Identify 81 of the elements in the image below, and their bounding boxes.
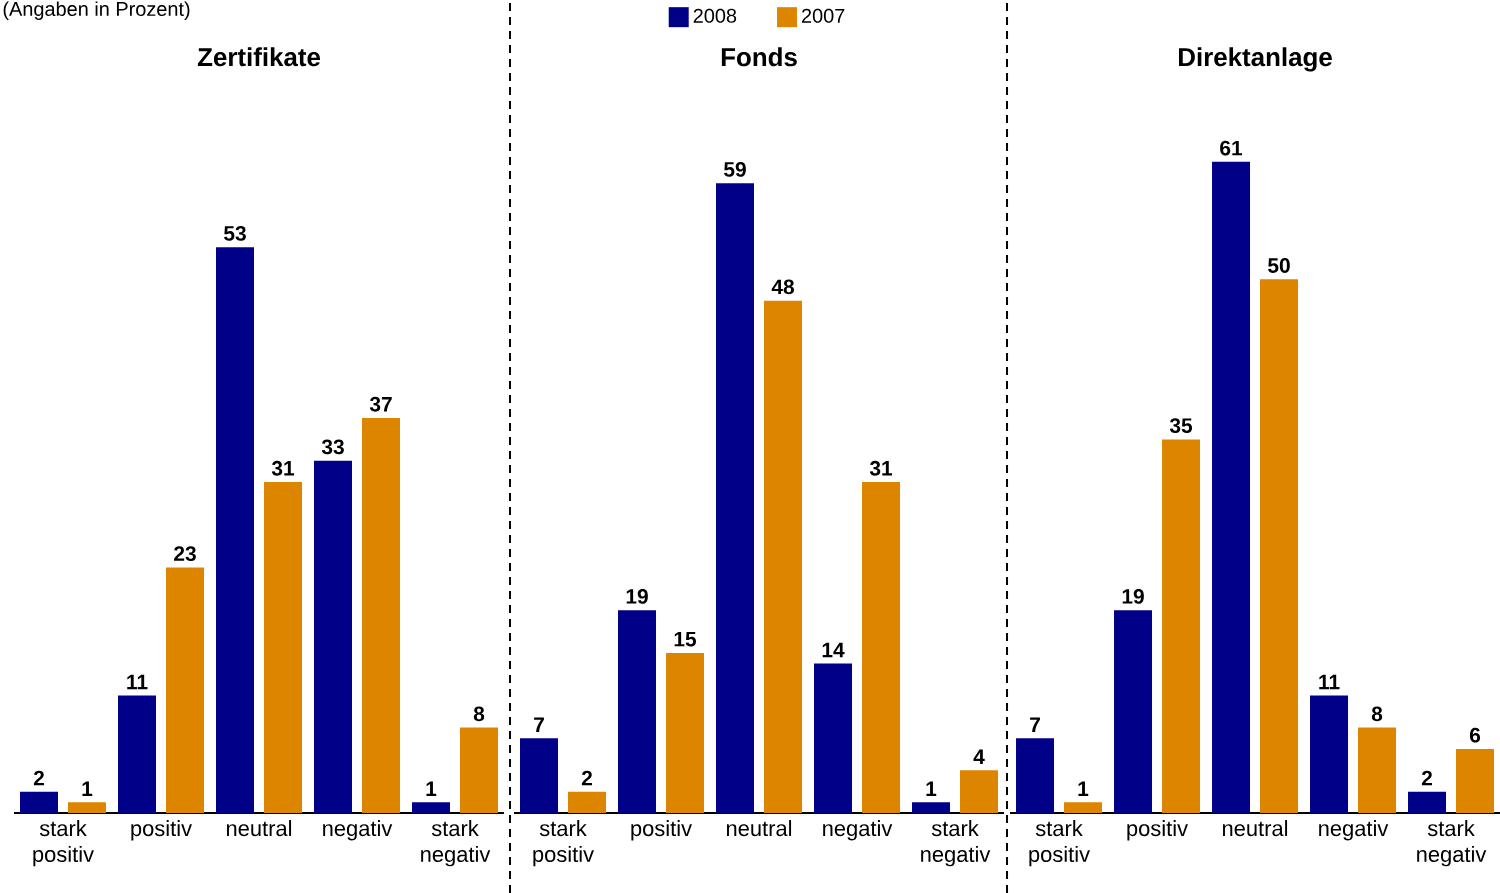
x-tick-label: positiv xyxy=(1127,820,1188,841)
x-tick-label: positiv xyxy=(131,820,192,841)
bar xyxy=(1064,802,1103,813)
bar xyxy=(520,738,559,813)
data-label: 15 xyxy=(674,631,697,647)
data-label: 33 xyxy=(321,439,344,455)
x-tick-label: neutral xyxy=(226,820,292,837)
data-label: 1 xyxy=(82,781,93,796)
legend-label: 2007 xyxy=(801,8,845,23)
bar xyxy=(862,482,901,813)
bar xyxy=(666,652,705,813)
bar xyxy=(764,300,803,813)
bar xyxy=(1310,695,1349,813)
bar xyxy=(1016,738,1055,813)
bar xyxy=(314,460,352,813)
bar xyxy=(1260,279,1299,813)
legend-label: 2008 xyxy=(693,8,737,23)
bar xyxy=(568,791,607,813)
data-label: 1 xyxy=(1078,781,1089,796)
bar xyxy=(20,791,58,813)
bar xyxy=(412,802,451,813)
bar xyxy=(1114,610,1153,813)
data-label: 4 xyxy=(973,749,985,764)
x-tick-label: negativ xyxy=(1319,820,1389,841)
data-label: 8 xyxy=(473,706,485,722)
x-tick-label: stark positiv xyxy=(533,820,594,867)
x-tick-label: negativ xyxy=(323,820,393,841)
data-label: 50 xyxy=(1268,258,1290,273)
x-tick-label: neutral xyxy=(726,820,792,837)
data-label: 7 xyxy=(534,717,544,732)
data-label: 14 xyxy=(822,642,845,658)
x-tick-label: stark positiv xyxy=(33,820,94,867)
bar xyxy=(1212,161,1251,813)
data-label: 1 xyxy=(926,781,937,796)
bar xyxy=(618,610,657,813)
x-tick-label: stark negativ xyxy=(421,820,491,867)
bar xyxy=(118,695,156,813)
bar xyxy=(166,567,204,813)
data-label: 1 xyxy=(426,781,437,796)
bar xyxy=(362,418,401,813)
data-label: 48 xyxy=(771,279,794,295)
data-label: 7 xyxy=(1030,717,1040,732)
data-label: 31 xyxy=(869,460,893,476)
bar xyxy=(68,802,106,813)
chart-title: Zertifikate xyxy=(197,47,321,67)
bar xyxy=(264,482,302,813)
data-label: 2 xyxy=(33,770,44,786)
data-label: 31 xyxy=(271,460,295,476)
x-tick-label: stark negativ xyxy=(921,820,991,867)
bar xyxy=(1162,439,1201,813)
data-label: 11 xyxy=(127,674,148,690)
data-label: 19 xyxy=(626,588,648,604)
bar xyxy=(216,247,254,813)
data-label: 53 xyxy=(224,226,246,241)
bar xyxy=(960,770,999,813)
data-label: 37 xyxy=(369,396,392,412)
x-tick-label: neutral xyxy=(1222,820,1288,837)
x-tick-label: negativ xyxy=(823,820,893,841)
data-label: 6 xyxy=(1469,727,1481,743)
data-label: 61 xyxy=(1220,140,1243,156)
bar xyxy=(1408,791,1447,813)
data-label: 2 xyxy=(581,770,592,786)
data-label: 8 xyxy=(1371,706,1383,722)
text: (Angaben in Prozent) xyxy=(3,1,190,20)
bar xyxy=(716,183,755,813)
bar xyxy=(1358,727,1397,813)
x-tick-label: positiv xyxy=(631,820,692,841)
data-label: 59 xyxy=(724,162,746,177)
bar xyxy=(814,663,853,813)
data-label: 35 xyxy=(1169,418,1193,434)
chart-title: Direktanlage xyxy=(1178,47,1332,72)
x-tick-label: stark negativ xyxy=(1417,820,1487,867)
bar xyxy=(1456,748,1495,813)
data-label: 11 xyxy=(1319,674,1340,690)
data-label: 19 xyxy=(1122,588,1144,604)
bar xyxy=(912,802,951,813)
data-label: 2 xyxy=(1421,770,1432,786)
data-label: 23 xyxy=(174,546,196,562)
bar xyxy=(460,727,499,813)
chart-title: Fonds xyxy=(721,47,797,67)
x-tick-label: stark positiv xyxy=(1029,820,1090,867)
